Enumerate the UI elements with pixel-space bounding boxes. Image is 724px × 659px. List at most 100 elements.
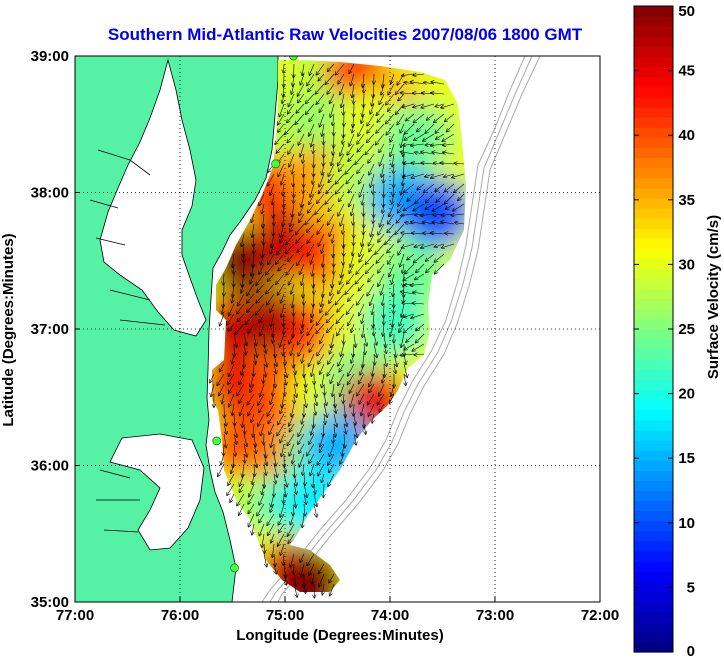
velocity-arrow	[317, 193, 325, 203]
velocity-arrow	[313, 383, 317, 398]
velocity-arrow	[275, 253, 285, 264]
velocity-arrow	[254, 443, 256, 454]
velocity-arrow	[253, 253, 254, 268]
velocity-arrow	[354, 413, 356, 425]
velocity-arrow	[362, 193, 364, 205]
velocity-arrow	[304, 583, 306, 593]
velocity-arrow	[228, 473, 235, 485]
velocity-arrow	[366, 133, 375, 143]
velocity-arrow	[390, 393, 395, 404]
velocity-arrow	[309, 343, 315, 352]
chart-title: Southern Mid-Atlantic Raw Velocities 200…	[108, 25, 583, 44]
velocity-arrow	[400, 253, 405, 267]
velocity-arrow	[329, 463, 335, 473]
velocity-arrow	[432, 203, 445, 211]
velocity-arrow	[307, 73, 315, 86]
y-tick-label: 38:00	[31, 185, 69, 202]
velocity-arrow	[306, 223, 315, 233]
velocity-arrow	[254, 433, 256, 447]
velocity-arrow	[348, 363, 355, 376]
velocity-arrow	[323, 403, 327, 418]
velocity-arrow	[313, 173, 315, 184]
velocity-arrow	[311, 253, 315, 264]
velocity-arrow	[342, 133, 344, 144]
velocity-arrow	[293, 323, 294, 338]
velocity-arrow	[373, 313, 374, 328]
velocity-arrow	[284, 483, 286, 497]
velocity-arrow	[272, 193, 274, 205]
velocity-arrow	[417, 183, 425, 190]
velocity-arrow	[280, 223, 285, 237]
velocity-arrow	[292, 293, 294, 308]
velocity-arrow	[431, 173, 445, 178]
velocity-arrow	[383, 173, 384, 183]
velocity-arrow	[347, 273, 355, 284]
x-tick-label: 72:00	[581, 607, 619, 624]
velocity-arrow	[458, 193, 465, 201]
velocity-arrow	[301, 563, 305, 577]
velocity-arrow	[314, 483, 315, 494]
velocity-arrow	[341, 263, 345, 278]
velocity-arrow	[336, 313, 345, 324]
velocity-arrow	[443, 152, 455, 154]
velocity-arrow	[224, 433, 226, 448]
velocity-arrow	[388, 83, 395, 95]
velocity-arrow	[250, 373, 255, 387]
velocity-arrow	[401, 243, 415, 248]
map-plot-area	[75, 56, 600, 602]
velocity-arrow	[390, 133, 395, 142]
velocity-arrow	[322, 123, 324, 136]
velocity-arrow	[394, 343, 396, 357]
velocity-arrow	[376, 253, 385, 263]
velocity-arrow	[401, 133, 405, 147]
velocity-arrow	[304, 503, 305, 516]
velocity-arrow	[317, 343, 325, 356]
velocity-arrow	[426, 263, 435, 273]
velocity-arrow	[394, 303, 395, 314]
velocity-arrow	[423, 133, 435, 141]
velocity-arrow	[441, 222, 455, 225]
velocity-arrow	[311, 363, 315, 376]
velocity-arrow	[311, 303, 315, 317]
velocity-arrow	[290, 213, 295, 227]
velocity-arrow	[384, 363, 385, 378]
velocity-arrow	[278, 413, 285, 425]
velocity-arrow	[303, 163, 304, 177]
velocity-arrow	[274, 453, 276, 466]
velocity-arrow	[291, 403, 295, 417]
velocity-arrow	[394, 163, 395, 174]
velocity-arrow	[299, 453, 305, 467]
velocity-arrow	[430, 144, 445, 146]
velocity-arrow	[421, 243, 435, 248]
velocity-arrow	[368, 403, 375, 416]
velocity-arrow	[289, 423, 295, 432]
velocity-arrow	[390, 323, 395, 337]
velocity-arrow	[357, 133, 365, 144]
velocity-arrow	[400, 123, 405, 133]
velocity-arrow	[379, 93, 385, 105]
velocity-arrow	[367, 393, 375, 405]
velocity-arrow	[349, 263, 355, 274]
velocity-arrow	[370, 173, 375, 187]
velocity-arrow	[398, 193, 405, 207]
velocity-arrow	[245, 313, 255, 325]
velocity-arrow	[354, 433, 356, 445]
velocity-arrow	[253, 233, 254, 247]
velocity-arrow	[233, 333, 237, 347]
velocity-arrow	[393, 353, 397, 367]
velocity-arrow	[274, 473, 276, 484]
velocity-arrow	[313, 473, 314, 488]
velocity-arrow	[293, 583, 297, 597]
velocity-arrow	[443, 144, 455, 145]
velocity-arrow	[263, 213, 264, 228]
velocity-arrow	[317, 453, 325, 465]
velocity-arrow	[328, 203, 335, 212]
velocity-arrow	[402, 263, 404, 274]
velocity-arrow	[228, 323, 235, 331]
velocity-arrow	[266, 263, 275, 275]
velocity-arrow	[248, 513, 255, 527]
velocity-arrow	[283, 83, 284, 97]
velocity-arrow	[321, 473, 324, 483]
velocity-arrow	[373, 333, 377, 345]
